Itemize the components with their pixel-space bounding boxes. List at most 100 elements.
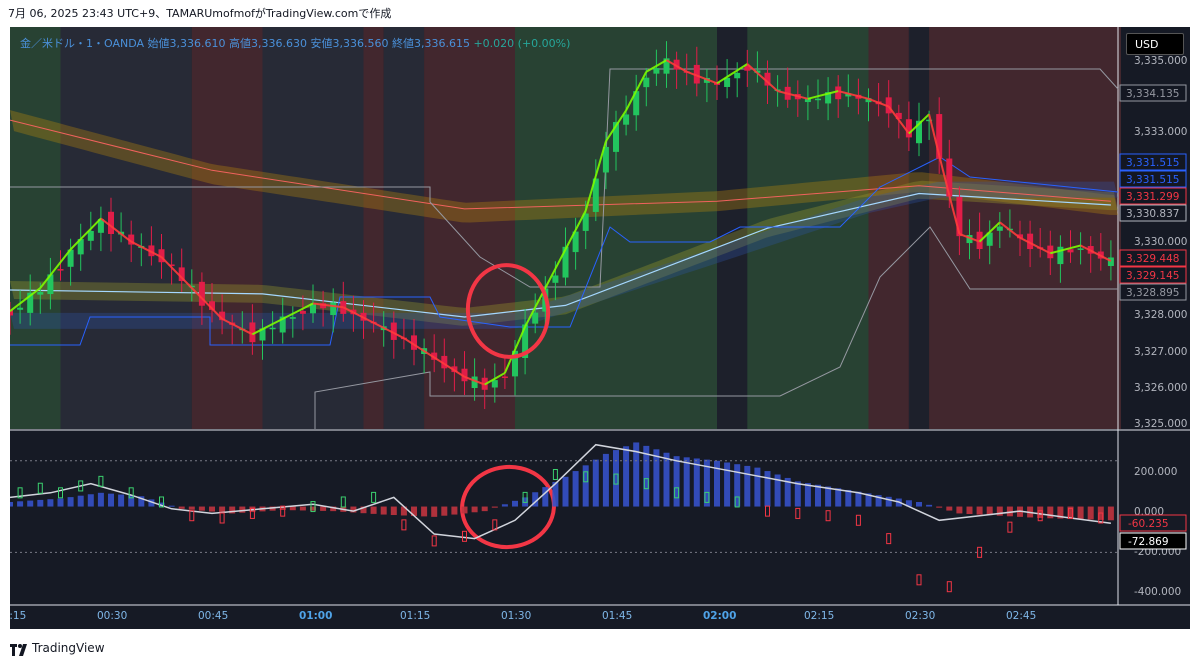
candle-body[interactable] [572, 231, 579, 253]
candle-body[interactable] [885, 97, 892, 114]
candle-body[interactable] [552, 275, 559, 283]
candle-body[interactable] [1057, 246, 1064, 265]
price-badge[interactable] [1119, 283, 1187, 301]
candle-body[interactable] [613, 122, 619, 152]
candle-body[interactable] [562, 246, 569, 278]
candle-body[interactable] [734, 72, 741, 79]
candle-body[interactable] [1067, 249, 1074, 253]
candle-body[interactable] [926, 119, 933, 122]
candle-body[interactable] [10, 309, 13, 316]
candle-body[interactable] [623, 114, 630, 125]
candle-body[interactable] [835, 86, 842, 100]
candle-body[interactable] [57, 269, 64, 271]
candle-body[interactable] [986, 232, 993, 246]
price-badge[interactable] [1119, 249, 1187, 267]
candle-body[interactable] [148, 245, 155, 257]
candle-body[interactable] [310, 303, 316, 314]
candle-body[interactable] [108, 211, 114, 235]
symbol-info-legend[interactable]: 金／米ドル・1・OANDA 始値3,336.610 高値3,336.630 安値… [20, 35, 570, 51]
candle-body[interactable] [27, 292, 34, 313]
price-badge[interactable] [1119, 187, 1187, 205]
candle-body[interactable] [17, 307, 24, 310]
oscillator-badge[interactable] [1119, 532, 1187, 550]
candle-body[interactable] [582, 213, 589, 231]
price-badge[interactable] [1119, 266, 1187, 284]
candle-body[interactable] [592, 178, 599, 212]
candle-body[interactable] [168, 264, 175, 266]
candle-body[interactable] [916, 120, 922, 144]
candle-body[interactable] [1107, 257, 1114, 267]
candle-body[interactable] [269, 327, 276, 330]
candle-body[interactable] [996, 226, 1003, 231]
currency-button[interactable]: USD [1126, 33, 1184, 55]
candle-body[interactable] [209, 301, 215, 310]
session-zone-12 [908, 27, 930, 429]
candle-body[interactable] [936, 114, 943, 159]
candle-body[interactable] [815, 98, 821, 101]
candle-body[interactable] [895, 112, 902, 120]
candle-body[interactable] [491, 380, 498, 388]
candle-body[interactable] [390, 322, 397, 340]
candle-body[interactable] [663, 58, 670, 74]
candle-body[interactable] [219, 311, 226, 321]
candle-body[interactable] [47, 274, 54, 295]
candle-body[interactable] [905, 119, 912, 138]
candle-body[interactable] [714, 82, 720, 85]
candle-body[interactable] [471, 376, 478, 389]
candle-body[interactable] [67, 249, 74, 267]
candle-body[interactable] [299, 310, 306, 314]
candle-body[interactable] [259, 328, 266, 341]
candle-body[interactable] [97, 219, 104, 233]
candle-body[interactable] [249, 322, 256, 343]
candle-body[interactable] [37, 292, 44, 295]
candle-body[interactable] [956, 197, 963, 237]
candle-body[interactable] [764, 72, 771, 86]
candle-body[interactable] [522, 324, 529, 358]
candle-body[interactable] [1017, 234, 1023, 239]
candle-body[interactable] [158, 249, 165, 263]
candle-body[interactable] [633, 91, 640, 116]
candle-body[interactable] [178, 267, 185, 282]
candle-body[interactable] [946, 158, 953, 197]
histogram-bar [956, 506, 963, 514]
candle-body[interactable] [602, 146, 609, 173]
candle-body[interactable] [1077, 248, 1084, 250]
candle-body[interactable] [330, 302, 337, 316]
price-badge[interactable] [1119, 84, 1187, 102]
candle-body[interactable] [865, 98, 872, 103]
symbol-name[interactable]: 金／米ドル・1・OANDA [20, 37, 145, 50]
candle-body[interactable] [431, 352, 438, 360]
candle-body[interactable] [966, 235, 973, 244]
candle-body[interactable] [693, 64, 700, 84]
candle-body[interactable] [461, 368, 468, 382]
chart-area[interactable]: 3,335.000 3,333.000 3,330.000 3,328.000 3,32… [10, 27, 1190, 629]
candle-body[interactable] [188, 285, 195, 288]
candle-body[interactable] [128, 234, 135, 245]
candle-body[interactable] [673, 59, 680, 70]
price-badge[interactable] [1119, 153, 1187, 171]
candle-body[interactable] [1027, 233, 1034, 250]
price-badge[interactable] [1119, 204, 1187, 222]
oscillator-badge[interactable] [1119, 514, 1187, 532]
candle-body[interactable] [825, 92, 832, 104]
candle-body[interactable] [289, 317, 296, 319]
candle-body[interactable] [845, 93, 852, 97]
candle-body[interactable] [198, 281, 205, 306]
candle-body[interactable] [653, 68, 660, 74]
candle-body[interactable] [512, 350, 518, 377]
candle-body[interactable] [501, 376, 508, 378]
price-badge[interactable] [1119, 170, 1187, 188]
candle-body[interactable] [532, 312, 539, 324]
candle-body[interactable] [441, 355, 448, 369]
candle-body[interactable] [411, 335, 417, 350]
chart-svg[interactable]: 3,335.000 3,333.000 3,330.000 3,328.000 3,32… [10, 27, 1190, 629]
candle-body[interactable] [754, 70, 761, 73]
candle-body[interactable] [724, 77, 731, 87]
candle-body[interactable] [87, 230, 94, 241]
candle-body[interactable] [643, 77, 650, 88]
candle-body[interactable] [279, 316, 286, 333]
candle-body[interactable] [77, 239, 84, 255]
candle-body[interactable] [804, 98, 811, 103]
candle-body[interactable] [744, 65, 751, 71]
candle-body[interactable] [1047, 245, 1054, 259]
